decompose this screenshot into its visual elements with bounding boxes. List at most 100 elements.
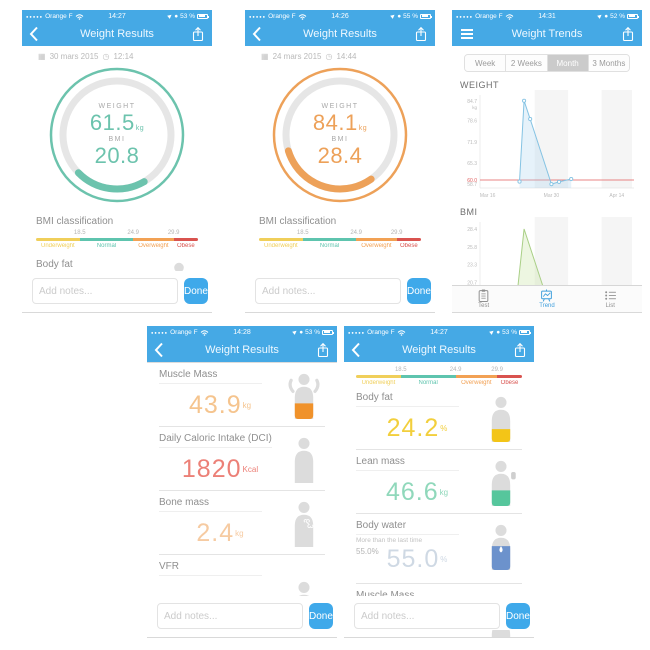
battery-percent: 52 % — [610, 12, 625, 20]
gauge-rings — [272, 67, 408, 203]
panel-weight-results-2: ●●●●● Orange F 14:26 ● 55 % Weight Resul… — [245, 10, 435, 313]
measurement-datetime: ▦ 30 mars 2015 ◷ 12:14 — [38, 52, 212, 61]
metric-unit: kg — [242, 400, 252, 410]
share-button[interactable] — [316, 342, 330, 358]
time-label: 14:44 — [336, 52, 357, 61]
scale-tick: 18.5 — [296, 230, 309, 236]
clock-label: 14:26 — [331, 12, 349, 20]
carrier-label: Orange F — [367, 328, 395, 336]
metric-unit: % — [440, 554, 448, 564]
wifi-icon — [505, 13, 513, 20]
notes-bar: Done — [344, 596, 534, 630]
bmi-scale: 18.5 24.9 29.9 Underweight Normal Overwe… — [259, 230, 421, 249]
done-button[interactable]: Done — [506, 603, 530, 629]
metric-value: 24.2 — [386, 413, 440, 442]
notes-input[interactable] — [354, 603, 500, 629]
back-button[interactable] — [154, 342, 170, 358]
notes-input[interactable] — [255, 278, 401, 304]
share-icon — [317, 342, 329, 358]
carrier-label: Orange F — [170, 328, 198, 336]
metric-value: 1820 — [181, 454, 242, 483]
clock-label: 14:31 — [538, 12, 556, 20]
notes-input[interactable] — [32, 278, 178, 304]
alarm-icon: ● — [397, 12, 402, 20]
svg-text:58.7: 58.7 — [467, 182, 477, 188]
share-button[interactable] — [621, 26, 635, 42]
person-bodyfat-icon — [491, 396, 511, 442]
scale-segment-normal — [400, 375, 456, 378]
range-2weeks[interactable]: 2 Weeks — [506, 55, 548, 71]
date-label: 30 mars 2015 — [49, 52, 99, 61]
page-title: Weight Results — [402, 344, 476, 356]
person-icon — [294, 437, 314, 483]
menu-button[interactable] — [459, 29, 475, 39]
back-button[interactable] — [29, 26, 45, 42]
bmi-label: BMI — [331, 135, 349, 143]
done-button[interactable]: Done — [184, 278, 208, 304]
scale-segment-obese — [396, 238, 421, 241]
bmi-trend-chart: 28.4 25.8 23.3 20.7 — [467, 217, 634, 290]
wifi-icon — [75, 13, 83, 20]
bmi-classification-heading: BMI classification — [259, 216, 337, 227]
clock-label: 14:28 — [233, 328, 251, 336]
scale-tick: 29.9 — [390, 230, 403, 236]
status-bar: ●●●●● Orange F 14:26 ● 55 % — [245, 10, 435, 22]
bmi-scale: 18.5 24.9 29.9 Underweight Normal Overwe… — [36, 230, 198, 249]
done-button[interactable]: Done — [407, 278, 431, 304]
panel-weight-details-1: ●●●●● Orange F 14:28 ● 53 % Weight Resul… — [147, 326, 337, 638]
scale-segment-obese — [173, 238, 198, 241]
weight-bmi-gauge: WEIGHT 84.1kg BMI 28.4 — [270, 65, 410, 205]
page-title: Weight Trends — [511, 28, 583, 40]
share-button[interactable] — [414, 26, 428, 42]
range-month[interactable]: Month — [547, 55, 589, 71]
gauge-rings — [49, 67, 185, 203]
metric-label: VFR — [159, 555, 262, 576]
done-button[interactable]: Done — [309, 603, 333, 629]
scale-tick: 29.9 — [167, 230, 180, 236]
metric-dci: Daily Caloric Intake (DCI) 1820 Kcal — [159, 427, 325, 491]
metric-unit: kg — [439, 487, 449, 497]
signal-dots-icon: ●●●●● — [151, 329, 169, 335]
share-button[interactable] — [513, 342, 527, 358]
battery-icon — [197, 13, 209, 19]
scale-segment-normal — [79, 238, 134, 241]
tab-list[interactable]: List — [579, 289, 642, 309]
scale-label: Overweight — [138, 243, 169, 249]
gauge-progress-arc — [282, 77, 398, 193]
time-label: 12:14 — [113, 52, 134, 61]
back-button[interactable] — [351, 342, 367, 358]
alarm-icon: ● — [174, 12, 179, 20]
status-bar: ●●●●● Orange F 14:27 ● 53 % — [22, 10, 212, 22]
notes-input[interactable] — [157, 603, 303, 629]
calendar-icon: ▦ — [261, 52, 269, 61]
alarm-icon: ● — [496, 328, 501, 336]
nav-bar: Weight Results — [22, 22, 212, 46]
chevron-left-icon — [351, 342, 360, 358]
list-icon — [605, 291, 616, 300]
svg-text:23.3: 23.3 — [467, 263, 477, 269]
range-week[interactable]: Week — [465, 55, 507, 71]
back-button[interactable] — [252, 26, 268, 42]
scale-tick: 24.9 — [350, 230, 363, 236]
weight-unit: kg — [135, 125, 145, 133]
share-button[interactable] — [191, 26, 205, 42]
page-title: Weight Results — [303, 28, 377, 40]
metric-unit: kg — [235, 528, 244, 538]
alarm-icon: ● — [299, 328, 304, 336]
nav-bar: Weight Results — [344, 338, 534, 362]
range-3months[interactable]: 3 Months — [588, 55, 629, 71]
notes-bar: Done — [22, 271, 212, 305]
tab-test[interactable]: Test — [452, 289, 515, 309]
metric-label: Body water — [356, 514, 459, 535]
metric-value: 43.9 — [188, 390, 242, 419]
person-water-icon — [491, 524, 511, 570]
scale-label: Normal — [418, 380, 438, 386]
battery-percent: 53 % — [502, 328, 517, 336]
metric-value: 55.0 — [386, 544, 440, 573]
metric-unit: Kcal — [242, 464, 259, 474]
tab-trend[interactable]: Trend — [515, 289, 578, 309]
scale-segment-overweight — [455, 375, 498, 378]
scale-tick: 29.9 — [491, 367, 503, 373]
weight-unit: kg — [358, 125, 368, 133]
